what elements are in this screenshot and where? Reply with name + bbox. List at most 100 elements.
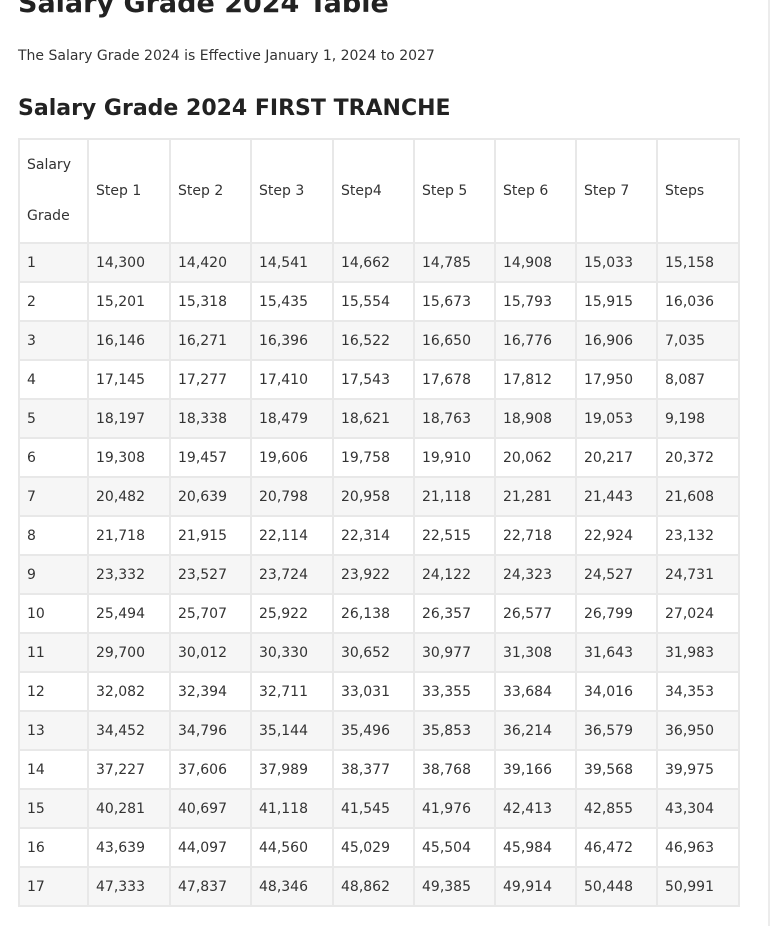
grade-cell: 10: [18, 593, 89, 634]
salary-cell: 40,281: [87, 788, 171, 829]
salary-cell: 15,673: [413, 281, 496, 322]
table-row: 6 19,308 19,457 19,606 19,758 19,910 20,062 20,…: [18, 437, 740, 478]
table-row: 14 37,227 37,606 37,989 38,377 38,768 39,166 39…: [18, 749, 740, 790]
salary-cell: 26,357: [413, 593, 496, 634]
salary-cell: 30,977: [413, 632, 496, 673]
grade-cell: 15: [18, 788, 89, 829]
salary-cell: 48,346: [250, 866, 334, 907]
column-header-label: Step 6: [503, 183, 549, 199]
section-title: Salary Grade 2024 FIRST TRANCHE: [18, 96, 451, 121]
table-row: 4 17,145 17,277 17,410 17,543 17,678 17,812 17,…: [18, 359, 740, 400]
grade-cell: 4: [18, 359, 89, 400]
header-row: Salary Grade Step 1 Step 2 Step 3 Step4 Step …: [18, 138, 740, 244]
grade-cell: 11: [18, 632, 89, 673]
salary-cell: 42,413: [494, 788, 577, 829]
salary-cell: 50,448: [575, 866, 658, 907]
column-header-label: Step 5: [422, 183, 468, 199]
salary-cell: 39,166: [494, 749, 577, 790]
salary-cell: 47,333: [87, 866, 171, 907]
salary-cell: 20,482: [87, 476, 171, 517]
salary-cell: 21,281: [494, 476, 577, 517]
salary-cell: 25,922: [250, 593, 334, 634]
salary-cell: 31,983: [656, 632, 740, 673]
column-header-step-2: Step 2: [169, 138, 252, 244]
salary-cell: 16,396: [250, 320, 334, 361]
column-header-label: Step4: [341, 183, 382, 199]
table-row: 16 43,639 44,097 44,560 45,029 45,504 45,984 46…: [18, 827, 740, 868]
salary-cell: 14,300: [87, 242, 171, 283]
salary-cell: 50,991: [656, 866, 740, 907]
salary-cell: 34,353: [656, 671, 740, 712]
salary-cell: 34,452: [87, 710, 171, 751]
salary-cell: 14,662: [332, 242, 415, 283]
salary-cell: 15,033: [575, 242, 658, 283]
table-row: 3 16,146 16,271 16,396 16,522 16,650 16,776 16,…: [18, 320, 740, 361]
grade-cell: 16: [18, 827, 89, 868]
grade-cell: 14: [18, 749, 89, 790]
salary-cell: 47,837: [169, 866, 252, 907]
page-title: Salary Grade 2024 Table: [18, 0, 389, 19]
grade-cell: 3: [18, 320, 89, 361]
salary-cell: 19,053: [575, 398, 658, 439]
page-edge-divider: [768, 0, 770, 926]
table-row: 12 32,082 32,394 32,711 33,031 33,355 33,684 34…: [18, 671, 740, 712]
salary-cell: 15,201: [87, 281, 171, 322]
salary-cell: 23,527: [169, 554, 252, 595]
grade-cell: 5: [18, 398, 89, 439]
salary-cell: 18,479: [250, 398, 334, 439]
salary-cell: 26,138: [332, 593, 415, 634]
grade-cell: 12: [18, 671, 89, 712]
salary-cell: 37,606: [169, 749, 252, 790]
salary-cell: 20,217: [575, 437, 658, 478]
salary-cell: 21,443: [575, 476, 658, 517]
column-header-step-7: Step 7: [575, 138, 658, 244]
salary-cell: 30,652: [332, 632, 415, 673]
salary-cell: 16,776: [494, 320, 577, 361]
grade-cell: 2: [18, 281, 89, 322]
salary-cell: 15,158: [656, 242, 740, 283]
salary-cell: 35,144: [250, 710, 334, 751]
salary-cell: 23,724: [250, 554, 334, 595]
salary-cell: 24,527: [575, 554, 658, 595]
salary-cell: 18,338: [169, 398, 252, 439]
salary-cell: 17,950: [575, 359, 658, 400]
column-header-label: Step 2: [178, 183, 224, 199]
salary-cell: 20,372: [656, 437, 740, 478]
salary-cell: 26,799: [575, 593, 658, 634]
salary-cell: 41,545: [332, 788, 415, 829]
column-header-step-1: Step 1: [87, 138, 171, 244]
salary-cell: 24,122: [413, 554, 496, 595]
salary-cell: 17,410: [250, 359, 334, 400]
salary-cell: 35,853: [413, 710, 496, 751]
salary-cell: 36,950: [656, 710, 740, 751]
salary-cell: 19,606: [250, 437, 334, 478]
salary-cell: 44,560: [250, 827, 334, 868]
salary-cell: 18,621: [332, 398, 415, 439]
salary-cell: 45,504: [413, 827, 496, 868]
salary-cell: 22,515: [413, 515, 496, 556]
grade-cell: 9: [18, 554, 89, 595]
salary-cell: 19,308: [87, 437, 171, 478]
salary-cell: 17,543: [332, 359, 415, 400]
salary-cell: 49,385: [413, 866, 496, 907]
grade-cell: 13: [18, 710, 89, 751]
salary-cell: 39,568: [575, 749, 658, 790]
salary-cell: 38,377: [332, 749, 415, 790]
salary-cell: 45,984: [494, 827, 577, 868]
salary-cell: 33,031: [332, 671, 415, 712]
salary-cell: 43,304: [656, 788, 740, 829]
salary-cell: 19,457: [169, 437, 252, 478]
salary-cell: 21,608: [656, 476, 740, 517]
salary-cell: 30,330: [250, 632, 334, 673]
salary-cell: 17,277: [169, 359, 252, 400]
grade-cell: 1: [18, 242, 89, 283]
column-header-step-6: Step 6: [494, 138, 577, 244]
salary-cell: 18,908: [494, 398, 577, 439]
salary-grade-table: Salary Grade Step 1 Step 2 Step 3 Step4 Step …: [18, 138, 740, 907]
table-row: 17 47,333 47,837 48,346 48,862 49,385 49,914 50…: [18, 866, 740, 907]
salary-cell: 41,118: [250, 788, 334, 829]
salary-cell: 25,707: [169, 593, 252, 634]
salary-cell: 44,097: [169, 827, 252, 868]
salary-cell: 17,678: [413, 359, 496, 400]
salary-cell: 16,650: [413, 320, 496, 361]
